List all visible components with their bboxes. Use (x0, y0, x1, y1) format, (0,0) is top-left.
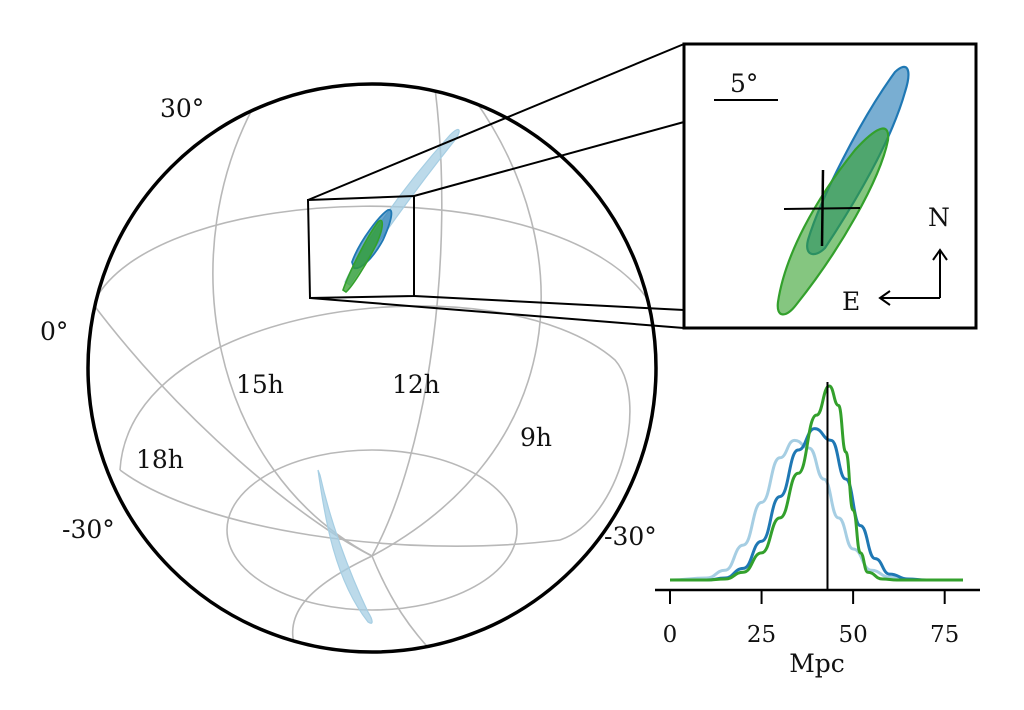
zoom-inset: 5° N E (682, 42, 978, 330)
dec-label-minus30-right: -30° (604, 522, 657, 551)
dec-circle (119, 469, 561, 547)
distance-series-2 (670, 384, 963, 582)
zoom-connector (309, 297, 685, 329)
distance-series-0 (669, 438, 963, 582)
series-layer (669, 384, 963, 582)
x-tick-label: 75 (930, 622, 959, 648)
inset-region-green (776, 127, 890, 316)
zoom-connector (413, 121, 685, 197)
meridian-line (89, 299, 373, 557)
meridian-line (212, 94, 373, 557)
distance-chart: 0 25 50 75 Mpc (655, 382, 980, 678)
x-tick-label: 25 (747, 622, 776, 648)
dec-circle (94, 205, 649, 301)
meridian-line (371, 99, 542, 557)
compass (878, 248, 948, 306)
east-label: E (842, 287, 860, 316)
scale-label: 5° (730, 69, 758, 98)
ra-label-18h: 18h (136, 445, 184, 474)
dec-label-0: 0° (40, 317, 68, 346)
north-label: N (928, 203, 950, 232)
distance-series-1 (670, 427, 963, 582)
zoom-callout (306, 43, 685, 329)
ra-label-9h: 9h (520, 423, 552, 452)
dec-circle (119, 305, 631, 541)
dec-label-30: 30° (160, 94, 204, 123)
sky-regions (317, 128, 460, 624)
x-tick-label: 0 (663, 622, 678, 648)
region-lightblue-south (317, 469, 373, 624)
north-arrowhead (932, 248, 948, 261)
zoom-connector (307, 43, 685, 201)
globe-outline (86, 82, 658, 654)
east-arrowhead (878, 290, 891, 306)
x-axis-label: Mpc (789, 649, 845, 678)
crosshair-vertical (820, 169, 825, 247)
x-ticks: 0 25 50 75 (663, 590, 959, 648)
x-tick-label: 50 (838, 622, 867, 648)
ra-label-12h: 12h (392, 370, 440, 399)
sky-globe: 30° 0° -30° -30° 15h 12h 9h 18h (40, 43, 685, 654)
ra-label-15h: 15h (236, 370, 284, 399)
dec-circle-south (226, 449, 518, 611)
region-green (342, 219, 384, 293)
dec-label-minus30-left: -30° (62, 515, 115, 544)
zoom-connector (413, 295, 685, 311)
